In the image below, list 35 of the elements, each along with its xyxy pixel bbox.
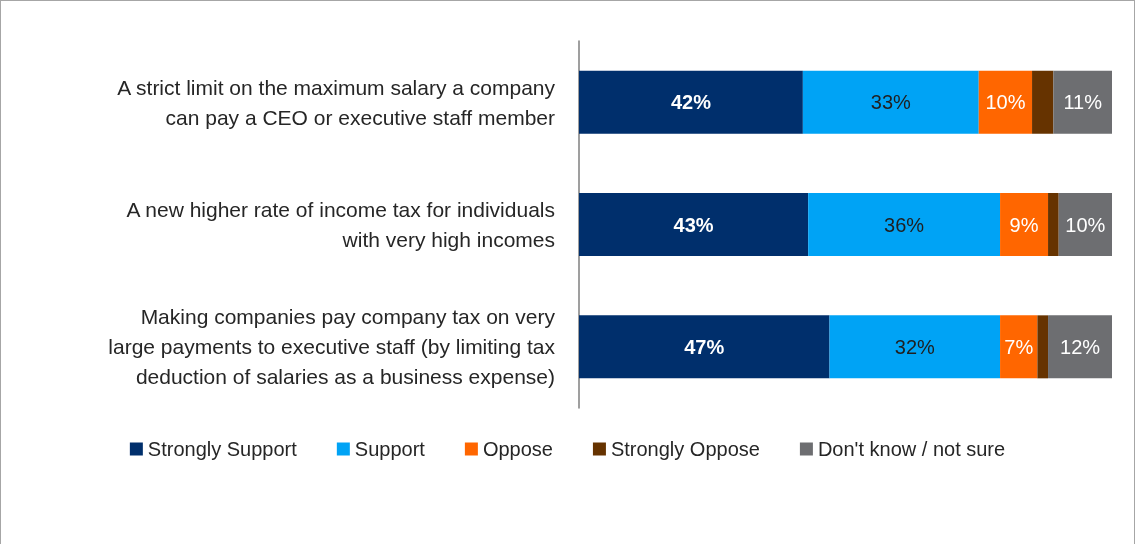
legend-label: Support [354, 438, 426, 460]
bar [978, 70, 1033, 134]
bar [1048, 193, 1059, 256]
legend-label: Strongly Support [147, 438, 298, 460]
data-label: 10% [985, 91, 1026, 114]
y-tick-label: A strict limit on the maximum salary a company can pay a CEO or executive staff member [117, 75, 556, 129]
data-label: 32% [894, 335, 936, 358]
y-tick-label: A new higher rate of income tax for individuals with very high incomes [126, 198, 555, 251]
data-label: 10% [1065, 213, 1106, 236]
bar [1000, 193, 1049, 256]
bar [579, 70, 803, 134]
data-label: 9% [1009, 213, 1039, 236]
data-label: 43% [673, 213, 714, 236]
bar [579, 315, 830, 379]
bar [1058, 193, 1112, 256]
bar [1053, 70, 1112, 134]
bar [829, 315, 1001, 379]
y-tick-label: Making companies pay company tax on very large payments to executive staff (by limiting tax deduction of salaries as a business expense) [108, 305, 556, 389]
bar [1000, 315, 1038, 379]
bar [1048, 315, 1112, 379]
bar [1032, 70, 1054, 134]
data-label: 47% [684, 335, 725, 358]
data-label: 7% [1004, 335, 1034, 358]
data-label: 11% [1063, 91, 1103, 114]
data-label: 33% [870, 91, 912, 114]
data-label: 42% [670, 91, 712, 114]
data-label: 12% [1060, 335, 1101, 358]
bar [579, 193, 809, 256]
bar [802, 70, 979, 134]
legend-label: Oppose [482, 438, 553, 460]
bar [1037, 315, 1049, 379]
data-label: 36% [884, 213, 925, 236]
legend-label: Strongly Oppose [610, 438, 760, 460]
legend-label: Don't know / not sure [817, 438, 1006, 460]
bar [808, 193, 1001, 256]
